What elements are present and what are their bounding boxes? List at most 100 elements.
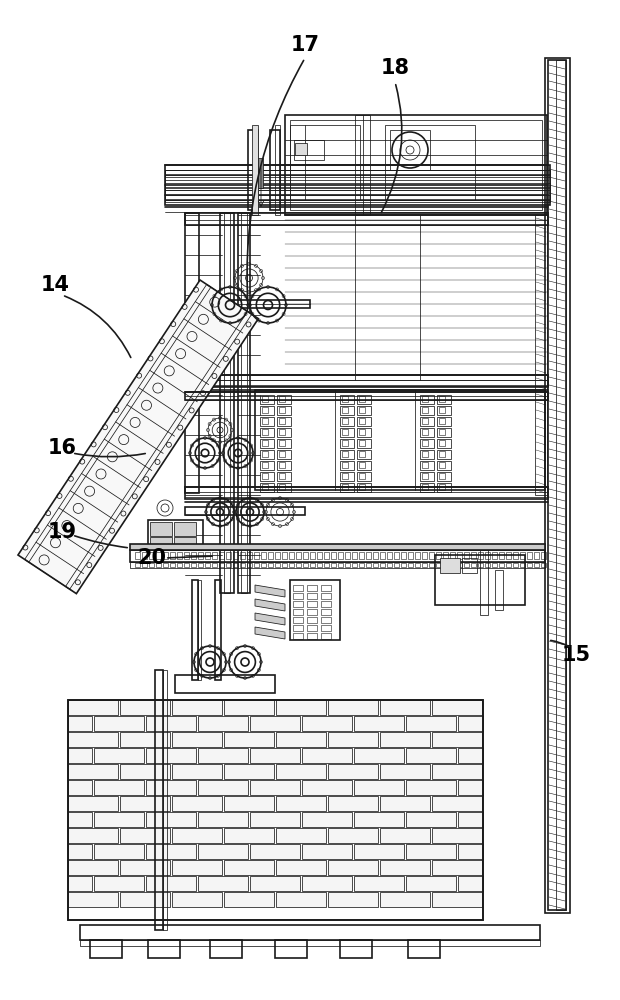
Bar bbox=[90, 940, 122, 958]
Bar bbox=[250, 812, 300, 827]
Bar bbox=[354, 780, 404, 795]
Bar bbox=[328, 860, 378, 875]
Bar bbox=[354, 876, 404, 891]
Bar bbox=[68, 748, 92, 763]
Bar bbox=[68, 796, 118, 811]
Bar bbox=[248, 130, 258, 210]
Bar bbox=[439, 451, 445, 457]
Bar bbox=[254, 563, 259, 567]
Bar bbox=[94, 876, 144, 891]
Bar bbox=[148, 940, 180, 958]
Bar bbox=[68, 700, 483, 920]
Bar bbox=[185, 487, 548, 499]
Bar bbox=[279, 418, 285, 424]
Bar bbox=[156, 563, 161, 567]
Bar bbox=[120, 732, 170, 747]
Bar bbox=[295, 143, 307, 155]
Bar bbox=[277, 472, 291, 481]
Bar bbox=[163, 552, 168, 559]
Bar bbox=[380, 828, 430, 843]
Bar bbox=[146, 876, 196, 891]
Bar bbox=[224, 828, 274, 843]
Bar bbox=[172, 764, 222, 779]
Bar bbox=[262, 462, 268, 468]
Bar bbox=[331, 552, 336, 559]
Bar bbox=[268, 552, 273, 559]
Bar bbox=[556, 60, 566, 910]
Bar bbox=[321, 617, 331, 623]
Bar bbox=[357, 428, 371, 437]
FancyArrowPatch shape bbox=[74, 536, 127, 548]
Bar bbox=[185, 392, 548, 400]
Bar bbox=[328, 796, 378, 811]
Bar bbox=[303, 552, 308, 559]
Bar bbox=[279, 462, 285, 468]
Bar bbox=[275, 563, 280, 567]
Bar bbox=[255, 390, 545, 490]
Bar bbox=[432, 700, 482, 715]
Bar bbox=[354, 844, 404, 859]
Bar bbox=[415, 563, 420, 567]
Bar bbox=[238, 213, 250, 593]
Bar bbox=[534, 563, 539, 567]
Bar bbox=[359, 429, 365, 435]
Bar bbox=[290, 120, 542, 210]
Bar bbox=[262, 473, 268, 479]
Bar bbox=[172, 732, 222, 747]
Bar bbox=[262, 451, 268, 457]
Bar bbox=[307, 625, 317, 631]
Bar bbox=[276, 732, 326, 747]
Bar bbox=[175, 675, 275, 693]
Bar bbox=[422, 552, 427, 559]
Bar bbox=[387, 552, 392, 559]
Bar bbox=[464, 563, 469, 567]
Bar bbox=[307, 585, 317, 591]
Bar bbox=[324, 552, 329, 559]
Bar bbox=[458, 780, 483, 795]
Bar bbox=[250, 716, 300, 731]
Bar bbox=[359, 407, 365, 413]
Bar bbox=[429, 552, 434, 559]
Bar bbox=[185, 380, 548, 386]
Bar bbox=[457, 563, 462, 567]
Bar bbox=[68, 700, 118, 715]
Bar bbox=[130, 550, 545, 562]
Bar bbox=[150, 537, 172, 548]
Bar bbox=[191, 552, 196, 559]
Bar bbox=[260, 450, 274, 459]
Bar bbox=[432, 828, 482, 843]
Bar bbox=[342, 407, 348, 413]
Bar bbox=[357, 439, 371, 448]
Bar bbox=[458, 748, 483, 763]
Bar bbox=[478, 552, 483, 559]
Bar bbox=[170, 552, 175, 559]
Bar bbox=[262, 440, 268, 446]
Bar bbox=[293, 601, 303, 607]
Bar bbox=[146, 780, 196, 795]
Bar bbox=[277, 439, 291, 448]
Bar bbox=[68, 764, 118, 779]
Bar bbox=[198, 844, 248, 859]
Bar bbox=[198, 812, 248, 827]
Bar bbox=[233, 552, 238, 559]
Bar bbox=[277, 461, 291, 470]
Bar bbox=[185, 213, 548, 225]
Bar bbox=[534, 552, 539, 559]
Text: 20: 20 bbox=[138, 548, 167, 568]
Bar bbox=[373, 552, 378, 559]
Bar bbox=[290, 580, 340, 640]
Bar bbox=[155, 670, 163, 930]
Bar bbox=[174, 537, 196, 548]
Bar bbox=[480, 550, 488, 615]
Bar bbox=[163, 670, 167, 930]
Bar bbox=[432, 764, 482, 779]
Bar bbox=[380, 796, 430, 811]
Bar bbox=[219, 563, 224, 567]
Bar bbox=[68, 876, 92, 891]
Bar bbox=[422, 484, 428, 490]
Bar bbox=[439, 473, 445, 479]
Bar bbox=[279, 396, 285, 402]
Bar bbox=[357, 395, 371, 404]
Bar bbox=[250, 748, 300, 763]
Bar bbox=[328, 732, 378, 747]
